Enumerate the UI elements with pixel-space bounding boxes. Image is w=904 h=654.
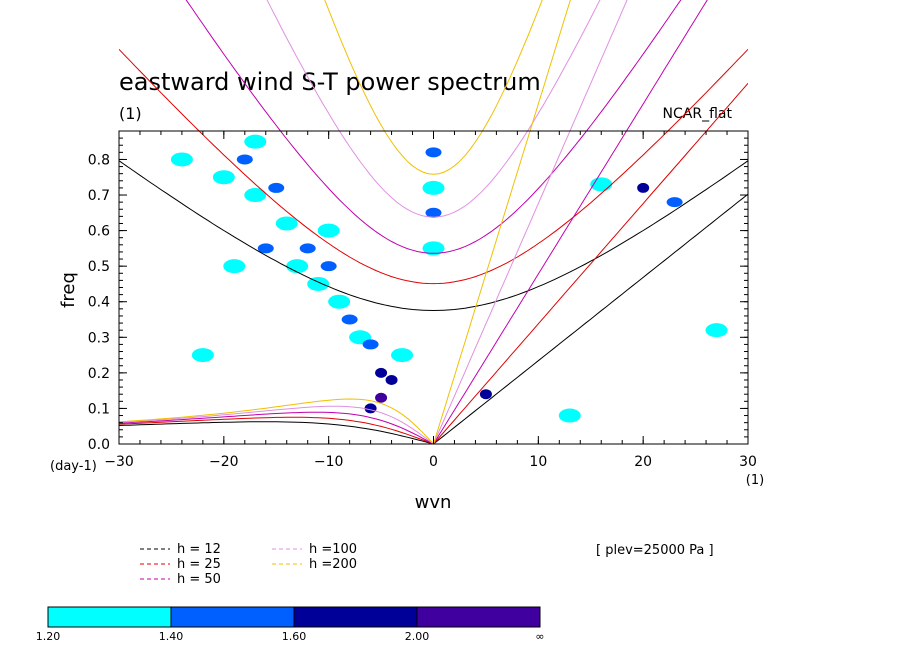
chart-title: eastward wind S-T power spectrum: [119, 68, 541, 96]
colorbar-label: 1.40: [159, 630, 184, 643]
colorbar: 1.20 1.40 1.60 2.00 ∞: [36, 606, 545, 643]
x-tick-label: 10: [529, 454, 547, 470]
x-axis-label: wvn: [415, 492, 452, 513]
y-tick-label: 0.4: [88, 295, 110, 311]
legend-label: h = 25: [177, 557, 221, 572]
y-tick-label: 0.8: [88, 152, 110, 168]
plev-annotation: [ plev=25000 Pa ]: [596, 543, 714, 558]
contour-blob: [479, 389, 492, 400]
colorbar-label: 1.60: [282, 630, 307, 643]
colorbar-label: ∞: [535, 630, 544, 643]
rossby-curve: [119, 411, 434, 444]
contour-blob: [223, 259, 246, 274]
gravity-curve: [266, 0, 601, 218]
x-tick-label: −10: [314, 454, 344, 470]
contour-blob: [375, 367, 388, 378]
y-tick-label: 0.1: [88, 401, 110, 417]
contour-blob: [307, 276, 330, 291]
y-tick-label: 0.2: [88, 366, 110, 382]
colorbar-segment: [47, 606, 172, 628]
x-tick-label: 30: [739, 454, 757, 470]
colorbar-label: 2.00: [405, 630, 430, 643]
y-tick-label: 0.0: [88, 437, 110, 453]
legend-label: h =100: [309, 542, 357, 557]
contour-blob: [362, 339, 379, 350]
colorbar-segment: [170, 606, 295, 628]
kelvin-line: [433, 0, 628, 444]
rossby-curve: [119, 416, 434, 444]
rossby-curve: [119, 405, 434, 444]
colorbar-segment: [293, 606, 418, 628]
x-tick-label: −20: [209, 454, 239, 470]
contour-blob: [425, 147, 442, 158]
y-tick-label: 0.5: [88, 259, 110, 275]
contour-blob: [422, 241, 445, 256]
legend-label: h = 50: [177, 572, 221, 587]
contour-blob: [212, 170, 235, 185]
contour-blob: [275, 216, 298, 231]
y-tick-label: 0.3: [88, 330, 110, 346]
rossby-curve: [119, 398, 434, 444]
x-tick-label: −30: [104, 454, 134, 470]
kelvin-line: [433, 82, 748, 444]
colorbar-label: 1.20: [36, 630, 61, 643]
contour-blob: [299, 243, 316, 254]
y-tick-label: 0.6: [88, 224, 110, 240]
kelvin-line: [433, 193, 748, 444]
contour-blob: [558, 408, 581, 423]
colorbar-segment: [416, 606, 541, 628]
contour-blob: [170, 152, 193, 167]
y-axis-label: freq: [58, 272, 79, 308]
contour-blob: [236, 154, 253, 165]
contour-blob: [244, 134, 267, 149]
gravity-curve: [324, 0, 543, 175]
x-tick-label: 0: [429, 454, 438, 470]
chart-subtitle-left: (1): [119, 104, 142, 123]
contour-blob: [257, 243, 274, 254]
chart-subtitle-right: NCAR_flat: [663, 106, 733, 122]
contour-blob: [705, 323, 728, 338]
power-contours: [170, 134, 728, 423]
contour-blob: [268, 182, 285, 193]
contour-blob: [317, 223, 340, 238]
legend-label: h =200: [309, 557, 357, 572]
kelvin-line: [433, 0, 708, 444]
contour-blob: [320, 261, 337, 272]
gravity-curve: [119, 48, 748, 285]
contour-blob: [328, 294, 351, 309]
contour-blob: [244, 188, 267, 203]
contour-blob: [425, 207, 442, 218]
dispersion-curves: [119, 0, 748, 444]
contour-blob: [341, 314, 358, 325]
rossby-curve: [119, 421, 434, 444]
contour-blob: [666, 197, 683, 208]
contour-blob: [385, 374, 398, 385]
contour-blob: [637, 182, 650, 193]
axes: −30 −20 −10 0 10 20 30 0.0 0.1 0.2 0.3 0.4 0.5 0.6 0.7…: [88, 131, 757, 470]
contour-blob: [191, 348, 214, 363]
gravity-curve: [185, 0, 682, 254]
contour-blob: [375, 392, 388, 403]
legend-label: h = 12: [177, 542, 221, 557]
x-unit-label: (1): [746, 473, 764, 488]
y-unit-label: (day-1): [50, 459, 97, 474]
x-tick-label: 20: [634, 454, 652, 470]
kelvin-line: [433, 0, 571, 444]
contour-blob: [286, 259, 309, 274]
gravity-curve: [119, 160, 748, 312]
contour-blob: [391, 348, 414, 363]
y-tick-label: 0.7: [88, 188, 110, 204]
contour-blob: [422, 180, 445, 195]
